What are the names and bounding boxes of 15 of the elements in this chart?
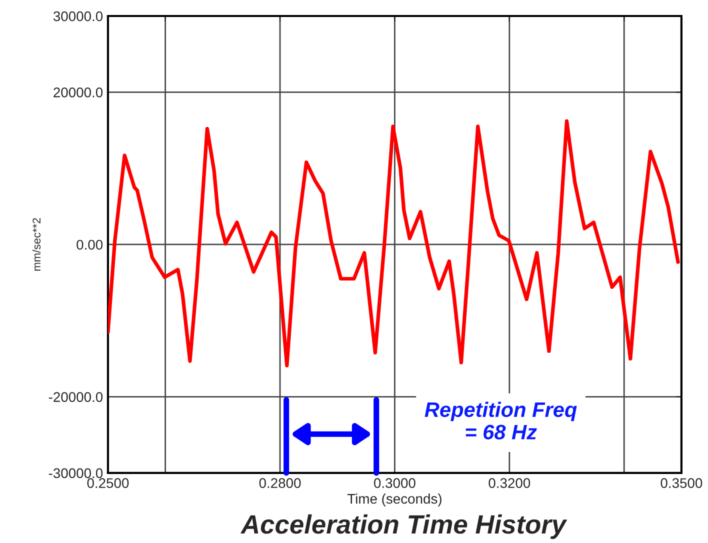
x-tick-label: 0.2500 [87,478,129,488]
y-tick-label: 0.00 [76,240,103,250]
y-tick-label: -20000.0 [48,392,103,402]
y-tick-label: 20000.0 [54,88,103,98]
x-tick-label: 0.2800 [259,478,301,488]
y-axis-title: mm/sec**2 [32,218,41,271]
x-tick-label: 0.3500 [660,478,702,488]
line-series [108,119,680,368]
y-tick-label: 30000.0 [53,11,103,22]
text: Acceleration Time History [240,514,568,540]
x-tick-label: 0.3200 [488,478,530,488]
y-tick-label: -30000.0 [48,468,103,478]
annotation: Repetition Freq = 68 Hz [424,402,577,440]
x-tick-label: 0.3000 [374,478,416,488]
x-axis-title: Time (seconds) [347,494,442,506]
